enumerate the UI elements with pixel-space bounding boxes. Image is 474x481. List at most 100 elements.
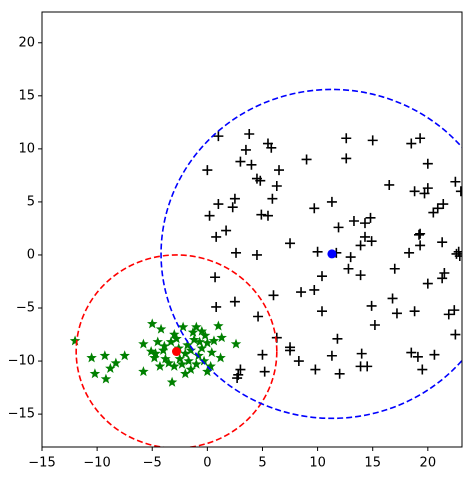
x-tick-label: 10	[309, 456, 326, 471]
plus-point	[355, 270, 366, 281]
plus-point	[422, 183, 433, 194]
x-tick-label: −15	[28, 456, 55, 471]
star-point	[165, 336, 177, 347]
star-point	[149, 352, 160, 363]
plus-point	[415, 240, 426, 251]
x-tick-label: −10	[83, 456, 110, 471]
y-tick-label: 15	[18, 88, 35, 103]
plus-point	[406, 347, 417, 358]
y-tick-label: 20	[18, 35, 35, 50]
star-point	[158, 344, 169, 355]
star-point	[159, 340, 170, 351]
y-tick-label: −10	[8, 354, 35, 369]
plus-point	[262, 210, 273, 221]
plus-point	[259, 366, 270, 377]
star-point	[154, 360, 166, 371]
star-point	[196, 325, 208, 336]
star-point	[193, 350, 204, 361]
star-point	[150, 348, 161, 359]
plus-point	[231, 247, 242, 258]
plus-point	[432, 203, 443, 214]
plus-point	[359, 231, 370, 242]
center-point	[327, 249, 337, 259]
x-tick-label: 15	[364, 456, 381, 471]
plus-point	[391, 308, 402, 319]
plus-point	[406, 138, 417, 149]
star-point	[86, 352, 97, 363]
star-point	[69, 335, 81, 346]
star-point	[174, 353, 186, 364]
center-point	[171, 347, 181, 357]
x-tick-label: 20	[420, 456, 437, 471]
plus-point	[345, 252, 356, 263]
star-point	[89, 368, 101, 379]
plus-point	[417, 364, 428, 375]
plus-point	[251, 249, 262, 260]
star-point	[208, 335, 220, 346]
star-point	[99, 350, 111, 361]
plus-point	[332, 333, 343, 344]
plus-point	[301, 154, 312, 165]
plus-point	[213, 199, 224, 210]
plus-point	[454, 251, 462, 262]
plus-point	[266, 142, 277, 153]
plus-point	[326, 196, 337, 207]
plot-area	[69, 88, 462, 447]
star-point	[196, 342, 208, 353]
y-tick-label: 0	[27, 247, 35, 262]
plus-point	[310, 364, 321, 375]
plus-point	[343, 263, 354, 274]
plus-point	[412, 351, 423, 362]
star-point	[171, 333, 182, 344]
star-point	[110, 357, 122, 368]
plus-point	[235, 364, 246, 375]
star-point	[205, 360, 216, 371]
plus-point	[437, 273, 448, 284]
plus-point	[384, 179, 395, 190]
plus-point	[359, 218, 370, 229]
plus-point	[450, 329, 461, 340]
star-point	[169, 360, 180, 371]
plus-point	[453, 246, 462, 257]
plus-point	[285, 345, 296, 356]
plus-point	[366, 236, 377, 247]
star-point	[147, 318, 158, 329]
plus-point	[229, 296, 240, 307]
star-point	[206, 347, 217, 358]
plus-point	[438, 199, 449, 210]
plus-point	[415, 228, 426, 239]
star-point	[191, 321, 202, 332]
plus-point	[296, 287, 307, 298]
plus-point	[210, 272, 221, 283]
plus-point	[409, 306, 420, 317]
circle-boundary	[75, 254, 278, 447]
x-tick-label: 5	[258, 456, 266, 471]
y-tick-label: −5	[16, 301, 35, 316]
plus-point	[369, 319, 380, 330]
star-point	[198, 355, 210, 366]
plus-point	[317, 271, 327, 282]
star-point	[194, 336, 205, 347]
star-point	[176, 358, 188, 369]
plus-point	[362, 361, 373, 372]
y-tick-label: 5	[27, 194, 35, 209]
star-point	[180, 348, 191, 359]
plus-point	[213, 131, 224, 142]
plus-point	[355, 240, 366, 251]
plus-point	[422, 158, 433, 169]
y-tick-label: 10	[18, 141, 35, 156]
star-point	[138, 338, 149, 349]
plus-point	[211, 301, 222, 312]
star-point	[187, 326, 199, 337]
star-point	[180, 368, 191, 379]
plus-point	[443, 309, 454, 320]
plus-point	[309, 203, 320, 214]
plus-point	[255, 175, 266, 186]
plus-point	[221, 225, 232, 236]
plus-point	[387, 293, 398, 304]
star-point	[199, 330, 211, 341]
star-point	[188, 334, 200, 345]
plus-point	[449, 305, 460, 316]
star-point	[163, 357, 174, 368]
